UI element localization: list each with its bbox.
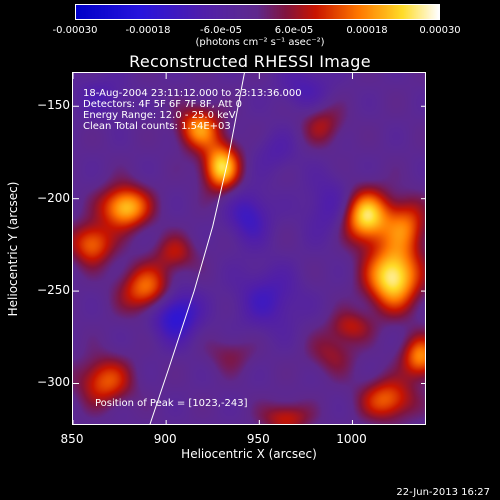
annotation-time-range: 18-Aug-2004 23:11:12.000 to 23:13:36.000 <box>83 88 302 99</box>
y-tick-label: −200 <box>37 190 70 205</box>
x-tick-label: 950 <box>246 432 270 446</box>
colorbar-tick-label: -0.00030 <box>52 25 98 36</box>
x-tick-label: 850 <box>60 432 84 446</box>
x-tick-label: 1000 <box>336 432 367 446</box>
colorbar-tick-label: -0.00018 <box>125 25 171 36</box>
annotation-total-counts: Clean Total counts: 1.54E+03 <box>83 121 231 132</box>
colorbar-tick-label: -6.0e-05 <box>200 25 242 36</box>
plot-overlay <box>73 73 425 424</box>
annotation-energy-range: Energy Range: 12.0 - 25.0 keV <box>83 110 236 121</box>
heatmap-image <box>73 73 425 424</box>
x-axis-label: Heliocentric X (arcsec) <box>181 447 317 461</box>
x-tick-label: 900 <box>153 432 177 446</box>
solar-limb-line <box>149 73 245 424</box>
plot-area: 18-Aug-2004 23:11:12.000 to 23:13:36.000… <box>72 72 426 425</box>
colorbar-tick-label: 6.0e-05 <box>274 25 314 36</box>
colorbar-unit-label: (photons cm⁻² s⁻¹ asec⁻²) <box>195 37 325 48</box>
colorbar-tick-label: 0.00018 <box>346 25 388 36</box>
timestamp: 22-Jun-2013 16:27 <box>396 487 490 498</box>
y-tick-label: −300 <box>37 375 70 390</box>
colorbar-tick-label: 0.00030 <box>419 25 461 36</box>
colorbar <box>75 4 440 20</box>
annotation-peak-position: Position of Peak = [1023,-243] <box>95 398 248 409</box>
annotation-detectors: Detectors: 4F 5F 6F 7F 8F, Att 0 <box>83 99 243 110</box>
y-tick-label: −150 <box>37 98 70 113</box>
y-axis-label: Heliocentric Y (arcsec) <box>6 181 20 317</box>
chart-title: Reconstructed RHESSI Image <box>129 52 371 71</box>
y-tick-label: −250 <box>37 283 70 298</box>
